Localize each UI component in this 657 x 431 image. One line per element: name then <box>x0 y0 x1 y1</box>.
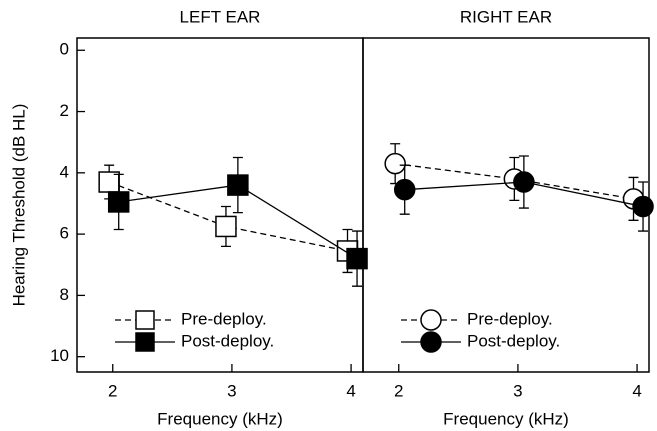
legend-label: Post-deploy. <box>181 331 274 350</box>
x-axis-label: Frequency (kHz) <box>443 409 569 428</box>
x-tick-label: 4 <box>346 381 355 400</box>
legend-marker <box>135 332 155 352</box>
marker <box>384 152 406 175</box>
legend-label: Pre-deploy. <box>181 309 267 328</box>
y-tick-label: 8 <box>60 285 69 304</box>
legend-marker <box>420 331 442 353</box>
y-tick-label: 10 <box>50 346 69 365</box>
y-tick-label: 6 <box>60 224 69 243</box>
x-axis-label: Frequency (kHz) <box>157 409 283 428</box>
legend-label: Post-deploy. <box>467 331 560 350</box>
legend-marker <box>420 309 442 331</box>
marker <box>107 191 130 213</box>
marker <box>98 171 120 193</box>
marker <box>632 195 654 218</box>
x-tick-label: 4 <box>632 381 641 400</box>
x-tick-label: 3 <box>513 381 522 400</box>
legend-marker <box>135 310 155 330</box>
y-tick-label: 2 <box>60 101 69 120</box>
marker <box>227 174 249 196</box>
x-tick-label: 2 <box>108 381 117 400</box>
panel-title: RIGHT EAR <box>460 7 552 26</box>
legend-label: Pre-deploy. <box>467 309 553 328</box>
marker <box>215 215 237 238</box>
panel-title: LEFT EAR <box>180 7 261 26</box>
marker <box>393 178 416 201</box>
y-axis-label: Hearing Threshold (dB HL) <box>9 104 28 307</box>
x-tick-label: 2 <box>394 381 403 400</box>
y-tick-label: 4 <box>60 162 69 181</box>
marker <box>513 171 535 193</box>
marker <box>346 247 368 270</box>
x-tick-label: 3 <box>227 381 236 400</box>
y-tick-label: 0 <box>60 40 69 59</box>
